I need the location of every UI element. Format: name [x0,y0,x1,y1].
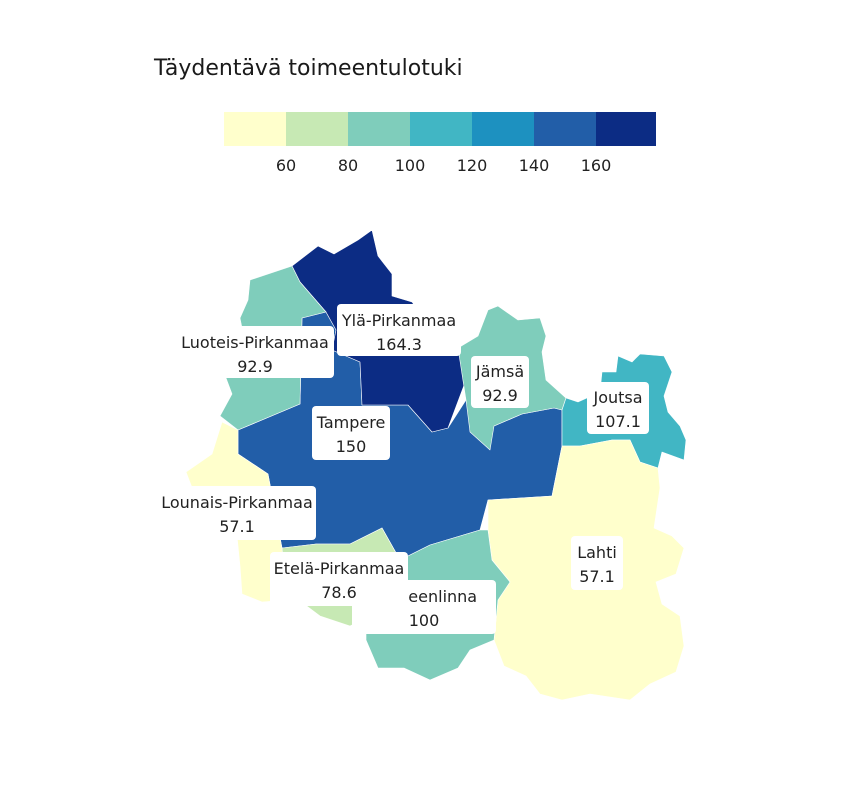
legend-swatch-2 [286,112,348,146]
label-name: Jämsä [475,362,524,381]
legend-swatch-1 [224,112,286,146]
legend-tick-160: 160 [581,156,612,175]
label-name: Lahti [577,543,617,562]
legend-swatch-6 [534,112,596,146]
label-lahti: Lahti 57.1 [571,536,623,590]
label-value: 150 [336,437,367,456]
label-jamsa: Jämsä 92.9 [471,356,529,408]
label-name: Etelä-Pirkanmaa [274,559,405,578]
label-yla-pirkanmaa: Ylä-Pirkanmaa 164.3 [337,304,461,356]
label-tampere: Tampere 150 [312,406,390,460]
label-etela-pirkanmaa: Etelä-Pirkanmaa 78.6 [270,552,408,606]
legend-swatch-7 [596,112,656,146]
label-value: 78.6 [321,583,357,602]
color-legend: 60 80 100 120 140 160 [224,112,656,175]
label-name: Tampere [316,413,386,432]
label-value: 92.9 [482,386,518,405]
map-title: Täydentävä toimeentulotuki [154,56,463,81]
label-value: 57.1 [219,517,255,536]
legend-swatch-3 [348,112,410,146]
legend-swatch-5 [472,112,534,146]
label-name: Ylä-Pirkanmaa [341,311,456,330]
label-value: 57.1 [579,567,615,586]
legend-tick-80: 80 [338,156,358,175]
region-labels: Ylä-Pirkanmaa 164.3 Luoteis-Pirkanmaa 92… [158,304,649,634]
label-value: 92.9 [237,357,273,376]
label-lounais-pirkanmaa: Lounais-Pirkanmaa 57.1 [158,486,316,540]
label-value: 100 [409,611,440,630]
label-value: 164.3 [376,335,422,354]
legend-tick-60: 60 [276,156,296,175]
label-luoteis-pirkanmaa: Luoteis-Pirkanmaa 92.9 [176,326,334,378]
label-joutsa: Joutsa 107.1 [587,382,649,434]
label-name: Lounais-Pirkanmaa [161,493,313,512]
legend-tick-140: 140 [519,156,550,175]
label-name: Joutsa [592,388,642,407]
legend-tick-120: 120 [457,156,488,175]
label-name: Luoteis-Pirkanmaa [181,333,329,352]
label-value: 107.1 [595,412,641,431]
legend-tick-100: 100 [395,156,426,175]
legend-swatch-4 [410,112,472,146]
